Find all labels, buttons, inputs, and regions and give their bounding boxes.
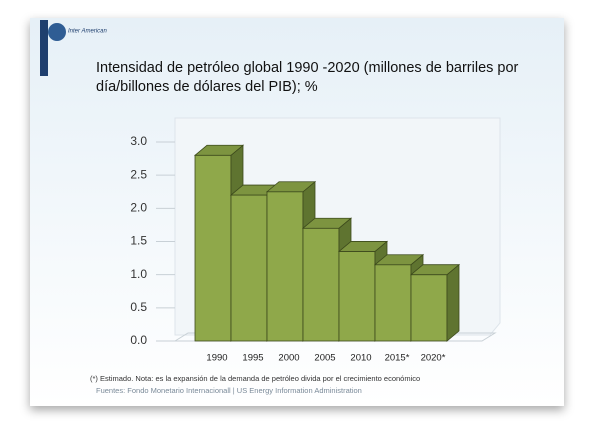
x-tick-label: 2015* xyxy=(385,353,410,364)
y-tick-label: 3.0 xyxy=(130,134,147,148)
bar-side xyxy=(446,263,460,342)
bar-front xyxy=(338,251,376,342)
bar-top xyxy=(301,217,353,229)
logo-bar xyxy=(40,20,48,76)
bar-top xyxy=(193,144,245,156)
x-tick-label: 2000 xyxy=(278,353,299,364)
x-tick-label: 2005 xyxy=(314,353,335,364)
x-tick-label: 2010 xyxy=(350,353,371,364)
bar-top xyxy=(337,241,389,252)
bar-front xyxy=(410,274,448,342)
bar-front xyxy=(230,194,268,342)
logo-globe xyxy=(48,23,66,41)
footnote: (*) Estimado. Nota: es la expansión de l… xyxy=(90,374,420,383)
y-tick-label: 0.5 xyxy=(130,300,147,314)
y-tick-label: 2.5 xyxy=(130,167,147,181)
y-tick-label: 1.0 xyxy=(130,267,147,281)
y-tick-label: 0.0 xyxy=(130,333,147,347)
bar-top xyxy=(373,254,425,266)
y-tick-label: 1.5 xyxy=(130,234,147,248)
bar-front xyxy=(266,191,304,342)
chart-title: Intensidad de petróleo global 1990 -2020… xyxy=(96,60,519,95)
bar-front xyxy=(194,154,232,342)
bar-front xyxy=(302,227,340,342)
y-tick-label: 2.0 xyxy=(130,201,147,215)
bar-top xyxy=(409,264,461,276)
x-tick-label: 2020* xyxy=(421,353,446,364)
bar-top xyxy=(265,181,317,193)
x-tick-label: 1990 xyxy=(206,353,227,364)
source: Fuentes: Fondo Monetario Internacionall … xyxy=(96,386,362,395)
logo-text: Inter American xyxy=(68,29,107,35)
x-tick-label: 1995 xyxy=(242,353,263,364)
bar-front xyxy=(374,264,412,342)
